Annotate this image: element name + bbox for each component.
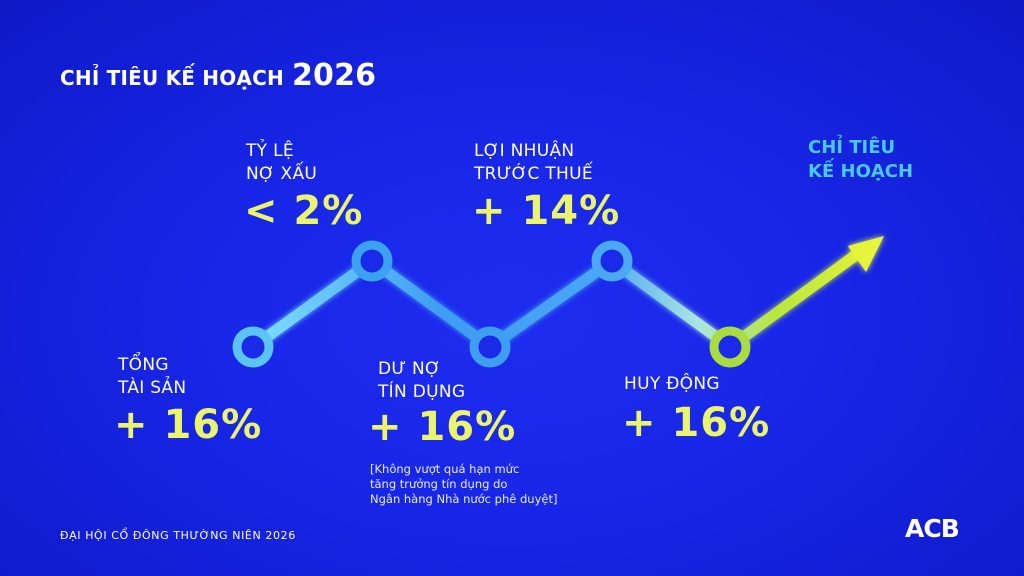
page-title: CHỈ TIÊU KẾ HOẠCH 2026	[60, 58, 376, 93]
arrow-head-icon	[848, 236, 884, 272]
label-line: NỢ XẤU	[246, 164, 318, 184]
metric-deposits-value: + 16%	[622, 400, 771, 446]
metric-profit-value: + 14%	[472, 188, 621, 234]
label-line: HUY ĐỘNG	[624, 374, 720, 394]
label-line: TỶ LỆ	[246, 141, 294, 161]
label-line: TRƯỚC THUẾ	[474, 164, 593, 184]
node-credit	[469, 326, 511, 368]
node-deposits	[709, 326, 751, 368]
note-line: Ngân hàng Nhà nước phê duyệt]	[370, 492, 558, 506]
target-line: KẾ HOẠCH	[808, 161, 914, 182]
metric-credit-note: [Không vượt quá hạn mức tăng trưởng tín …	[370, 462, 557, 507]
trend-line	[247, 246, 866, 353]
metric-bad-debt-label: TỶ LỆ NỢ XẤU	[246, 140, 317, 186]
metric-credit-value: + 16%	[368, 404, 517, 450]
node-bad-debt	[351, 240, 393, 282]
node-profit	[591, 240, 633, 282]
metric-profit-label: LỢI NHUẬN TRƯỚC THUẾ	[474, 140, 593, 186]
metric-bad-debt-value: < 2%	[244, 188, 364, 234]
label-line: LỢI NHUẬN	[474, 141, 575, 161]
metric-total-assets-label: TỔNG TÀI SẢN	[118, 354, 186, 400]
metric-credit-label: DƯ NỢ TÍN DỤNG	[378, 358, 465, 404]
target-line: CHỈ TIÊU	[808, 137, 896, 158]
metric-total-assets-value: + 16%	[114, 402, 263, 448]
label-line: DƯ NỢ	[378, 359, 441, 379]
node-total-assets	[232, 326, 274, 368]
acb-logo: ACB	[905, 514, 960, 543]
label-line: TÀI SẢN	[118, 378, 187, 398]
note-line: tăng trưởng tín dụng do	[370, 477, 508, 491]
label-line: TỔNG	[118, 355, 169, 375]
label-line: TÍN DỤNG	[378, 382, 466, 402]
target-label: CHỈ TIÊU KẾ HOẠCH	[808, 136, 913, 184]
metric-deposits-label: HUY ĐỘNG	[624, 373, 720, 396]
title-main: CHỈ TIÊU KẾ HOẠCH	[60, 66, 284, 90]
footer-text: ĐẠI HỘI CỔ ĐÔNG THƯỜNG NIÊN 2026	[60, 529, 296, 542]
note-line: [Không vượt quá hạn mức	[370, 462, 520, 476]
title-year: 2026	[291, 58, 377, 93]
